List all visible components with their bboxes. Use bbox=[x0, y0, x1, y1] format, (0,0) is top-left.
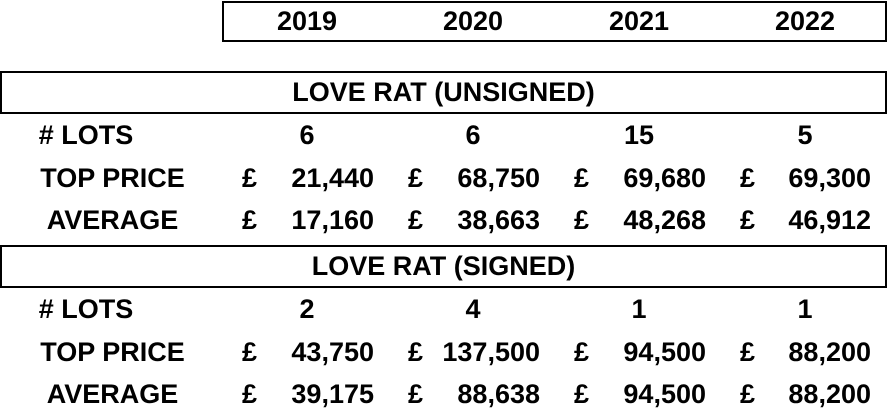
currency-symbol: £ bbox=[242, 379, 258, 409]
currency-symbol: £ bbox=[740, 163, 756, 193]
lots-2021: 15 bbox=[623, 120, 655, 150]
average-2019: 17,160 bbox=[291, 205, 374, 235]
year-2022: 2022 bbox=[774, 6, 836, 36]
currency-symbol: £ bbox=[408, 379, 424, 409]
row-label-lots: # LOTS bbox=[38, 120, 134, 150]
currency-symbol: £ bbox=[408, 337, 424, 367]
top-price-2019: 21,440 bbox=[291, 163, 374, 193]
lots-2019: 6 bbox=[299, 120, 315, 150]
lots-2021: 1 bbox=[631, 294, 647, 324]
currency-symbol: £ bbox=[740, 205, 756, 235]
average-2020: 88,638 bbox=[457, 379, 540, 409]
row-label-top-price: TOP PRICE bbox=[40, 337, 185, 367]
currency-symbol: £ bbox=[408, 205, 424, 235]
currency-symbol: £ bbox=[242, 337, 258, 367]
top-price-2022: 88,200 bbox=[788, 337, 871, 367]
currency-symbol: £ bbox=[242, 163, 258, 193]
top-price-2019: 43,750 bbox=[291, 337, 374, 367]
top-price-2021: 94,500 bbox=[623, 337, 706, 367]
currency-symbol: £ bbox=[574, 163, 590, 193]
year-2020: 2020 bbox=[442, 6, 504, 36]
year-2021: 2021 bbox=[608, 6, 670, 36]
section-title-signed: LOVE RAT (SIGNED) bbox=[0, 245, 887, 288]
year-header-box bbox=[222, 1, 887, 42]
row-label-average: AVERAGE bbox=[46, 205, 179, 235]
average-2022: 88,200 bbox=[788, 379, 871, 409]
currency-symbol: £ bbox=[242, 205, 258, 235]
average-2021: 94,500 bbox=[623, 379, 706, 409]
top-price-2022: 69,300 bbox=[788, 163, 871, 193]
average-2019: 39,175 bbox=[291, 379, 374, 409]
average-2021: 48,268 bbox=[623, 205, 706, 235]
currency-symbol: £ bbox=[574, 205, 590, 235]
year-2019: 2019 bbox=[276, 6, 338, 36]
top-price-2021: 69,680 bbox=[623, 163, 706, 193]
currency-symbol: £ bbox=[408, 163, 424, 193]
average-2022: 46,912 bbox=[788, 205, 871, 235]
average-2020: 38,663 bbox=[457, 205, 540, 235]
row-label-top-price: TOP PRICE bbox=[40, 163, 185, 193]
currency-symbol: £ bbox=[574, 337, 590, 367]
lots-2019: 2 bbox=[299, 294, 315, 324]
currency-symbol: £ bbox=[740, 379, 756, 409]
top-price-2020: 137,500 bbox=[442, 337, 540, 367]
currency-symbol: £ bbox=[574, 379, 590, 409]
row-label-lots: # LOTS bbox=[38, 294, 134, 324]
section-title-unsigned: LOVE RAT (UNSIGNED) bbox=[0, 71, 887, 114]
top-price-2020: 68,750 bbox=[457, 163, 540, 193]
lots-2022: 5 bbox=[797, 120, 813, 150]
lots-2020: 4 bbox=[465, 294, 481, 324]
lots-2022: 1 bbox=[797, 294, 813, 324]
lots-2020: 6 bbox=[465, 120, 481, 150]
row-label-average: AVERAGE bbox=[46, 379, 179, 409]
currency-symbol: £ bbox=[740, 337, 756, 367]
